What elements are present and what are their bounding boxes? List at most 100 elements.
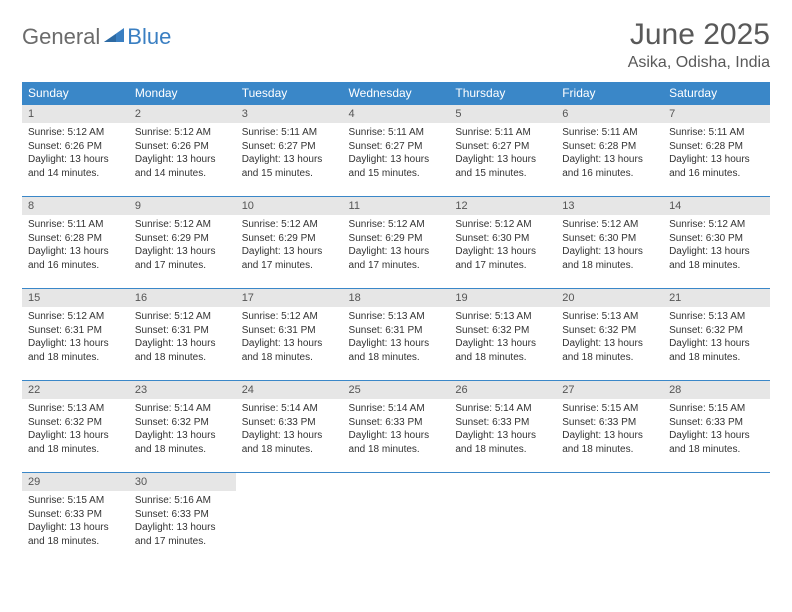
sunset-text: Sunset: 6:30 PM: [455, 232, 550, 246]
sunset-text: Sunset: 6:27 PM: [349, 140, 444, 154]
day-number: 15: [22, 289, 129, 307]
sunset-text: Sunset: 6:33 PM: [455, 416, 550, 430]
day-number: 9: [129, 197, 236, 215]
day-details: Sunrise: 5:13 AMSunset: 6:32 PMDaylight:…: [556, 307, 663, 370]
logo: General Blue: [22, 24, 171, 50]
calendar-day-cell: 11Sunrise: 5:12 AMSunset: 6:29 PMDayligh…: [343, 197, 450, 289]
calendar-day-cell: 25Sunrise: 5:14 AMSunset: 6:33 PMDayligh…: [343, 381, 450, 473]
daylight-text-1: Daylight: 13 hours: [455, 337, 550, 351]
sunset-text: Sunset: 6:33 PM: [669, 416, 764, 430]
calendar-day-cell: 2Sunrise: 5:12 AMSunset: 6:26 PMDaylight…: [129, 105, 236, 197]
daylight-text-1: Daylight: 13 hours: [28, 429, 123, 443]
day-details: Sunrise: 5:15 AMSunset: 6:33 PMDaylight:…: [22, 491, 129, 554]
daylight-text-2: and 14 minutes.: [135, 167, 230, 181]
day-details: Sunrise: 5:13 AMSunset: 6:31 PMDaylight:…: [343, 307, 450, 370]
day-details: Sunrise: 5:11 AMSunset: 6:27 PMDaylight:…: [236, 123, 343, 186]
sunrise-text: Sunrise: 5:11 AM: [455, 126, 550, 140]
day-number: 21: [663, 289, 770, 307]
daylight-text-2: and 16 minutes.: [562, 167, 657, 181]
daylight-text-1: Daylight: 13 hours: [562, 245, 657, 259]
daylight-text-1: Daylight: 13 hours: [669, 429, 764, 443]
sunset-text: Sunset: 6:33 PM: [242, 416, 337, 430]
sunset-text: Sunset: 6:32 PM: [455, 324, 550, 338]
weekday-header: Tuesday: [236, 82, 343, 105]
day-number: 22: [22, 381, 129, 399]
calendar-day-cell: 10Sunrise: 5:12 AMSunset: 6:29 PMDayligh…: [236, 197, 343, 289]
day-number: 11: [343, 197, 450, 215]
sunset-text: Sunset: 6:29 PM: [135, 232, 230, 246]
daylight-text-1: Daylight: 13 hours: [242, 429, 337, 443]
calendar-day-cell: 29Sunrise: 5:15 AMSunset: 6:33 PMDayligh…: [22, 473, 129, 565]
sunset-text: Sunset: 6:26 PM: [135, 140, 230, 154]
day-details: Sunrise: 5:12 AMSunset: 6:30 PMDaylight:…: [556, 215, 663, 278]
sunset-text: Sunset: 6:32 PM: [28, 416, 123, 430]
day-details: Sunrise: 5:12 AMSunset: 6:30 PMDaylight:…: [449, 215, 556, 278]
calendar-day-cell: [343, 473, 450, 565]
calendar-week-row: 29Sunrise: 5:15 AMSunset: 6:33 PMDayligh…: [22, 473, 770, 565]
daylight-text-2: and 17 minutes.: [349, 259, 444, 273]
calendar-week-row: 22Sunrise: 5:13 AMSunset: 6:32 PMDayligh…: [22, 381, 770, 473]
calendar-day-cell: 1Sunrise: 5:12 AMSunset: 6:26 PMDaylight…: [22, 105, 129, 197]
sunrise-text: Sunrise: 5:11 AM: [669, 126, 764, 140]
sunset-text: Sunset: 6:31 PM: [28, 324, 123, 338]
day-details: Sunrise: 5:12 AMSunset: 6:29 PMDaylight:…: [236, 215, 343, 278]
day-number: 25: [343, 381, 450, 399]
calendar-day-cell: 20Sunrise: 5:13 AMSunset: 6:32 PMDayligh…: [556, 289, 663, 381]
day-details: Sunrise: 5:14 AMSunset: 6:33 PMDaylight:…: [343, 399, 450, 462]
sunrise-text: Sunrise: 5:12 AM: [135, 126, 230, 140]
sunset-text: Sunset: 6:32 PM: [562, 324, 657, 338]
calendar-day-cell: 4Sunrise: 5:11 AMSunset: 6:27 PMDaylight…: [343, 105, 450, 197]
calendar-week-row: 8Sunrise: 5:11 AMSunset: 6:28 PMDaylight…: [22, 197, 770, 289]
sunrise-text: Sunrise: 5:15 AM: [562, 402, 657, 416]
daylight-text-2: and 18 minutes.: [669, 259, 764, 273]
daylight-text-1: Daylight: 13 hours: [28, 245, 123, 259]
calendar-day-cell: 26Sunrise: 5:14 AMSunset: 6:33 PMDayligh…: [449, 381, 556, 473]
daylight-text-1: Daylight: 13 hours: [349, 153, 444, 167]
sunrise-text: Sunrise: 5:12 AM: [135, 310, 230, 324]
calendar-day-cell: [663, 473, 770, 565]
day-details: Sunrise: 5:12 AMSunset: 6:26 PMDaylight:…: [129, 123, 236, 186]
day-number: 5: [449, 105, 556, 123]
daylight-text-2: and 15 minutes.: [349, 167, 444, 181]
calendar-day-cell: 9Sunrise: 5:12 AMSunset: 6:29 PMDaylight…: [129, 197, 236, 289]
day-details: Sunrise: 5:15 AMSunset: 6:33 PMDaylight:…: [556, 399, 663, 462]
daylight-text-1: Daylight: 13 hours: [135, 153, 230, 167]
weekday-header: Friday: [556, 82, 663, 105]
day-details: Sunrise: 5:11 AMSunset: 6:28 PMDaylight:…: [663, 123, 770, 186]
sunset-text: Sunset: 6:28 PM: [28, 232, 123, 246]
day-details: Sunrise: 5:12 AMSunset: 6:31 PMDaylight:…: [236, 307, 343, 370]
sunrise-text: Sunrise: 5:14 AM: [135, 402, 230, 416]
day-details: Sunrise: 5:12 AMSunset: 6:31 PMDaylight:…: [129, 307, 236, 370]
day-details: Sunrise: 5:12 AMSunset: 6:29 PMDaylight:…: [343, 215, 450, 278]
calendar-day-cell: 14Sunrise: 5:12 AMSunset: 6:30 PMDayligh…: [663, 197, 770, 289]
daylight-text-2: and 18 minutes.: [28, 535, 123, 549]
daylight-text-2: and 18 minutes.: [242, 443, 337, 457]
weekday-header: Sunday: [22, 82, 129, 105]
day-details: Sunrise: 5:11 AMSunset: 6:27 PMDaylight:…: [343, 123, 450, 186]
daylight-text-1: Daylight: 13 hours: [349, 245, 444, 259]
calendar-day-cell: 27Sunrise: 5:15 AMSunset: 6:33 PMDayligh…: [556, 381, 663, 473]
daylight-text-2: and 15 minutes.: [455, 167, 550, 181]
sunrise-text: Sunrise: 5:14 AM: [455, 402, 550, 416]
daylight-text-2: and 17 minutes.: [135, 259, 230, 273]
triangle-icon: [104, 26, 124, 49]
calendar-day-cell: 8Sunrise: 5:11 AMSunset: 6:28 PMDaylight…: [22, 197, 129, 289]
day-details: Sunrise: 5:11 AMSunset: 6:27 PMDaylight:…: [449, 123, 556, 186]
sunset-text: Sunset: 6:28 PM: [562, 140, 657, 154]
calendar-day-cell: 30Sunrise: 5:16 AMSunset: 6:33 PMDayligh…: [129, 473, 236, 565]
calendar-day-cell: [556, 473, 663, 565]
day-number: 23: [129, 381, 236, 399]
sunrise-text: Sunrise: 5:12 AM: [669, 218, 764, 232]
title-block: June 2025 Asika, Odisha, India: [628, 18, 770, 72]
day-details: Sunrise: 5:14 AMSunset: 6:33 PMDaylight:…: [236, 399, 343, 462]
day-details: Sunrise: 5:11 AMSunset: 6:28 PMDaylight:…: [22, 215, 129, 278]
weekday-header-row: Sunday Monday Tuesday Wednesday Thursday…: [22, 82, 770, 105]
day-details: Sunrise: 5:16 AMSunset: 6:33 PMDaylight:…: [129, 491, 236, 554]
day-number: 13: [556, 197, 663, 215]
sunset-text: Sunset: 6:33 PM: [349, 416, 444, 430]
weekday-header: Wednesday: [343, 82, 450, 105]
sunrise-text: Sunrise: 5:15 AM: [28, 494, 123, 508]
calendar-day-cell: [449, 473, 556, 565]
daylight-text-2: and 16 minutes.: [669, 167, 764, 181]
day-number: 14: [663, 197, 770, 215]
